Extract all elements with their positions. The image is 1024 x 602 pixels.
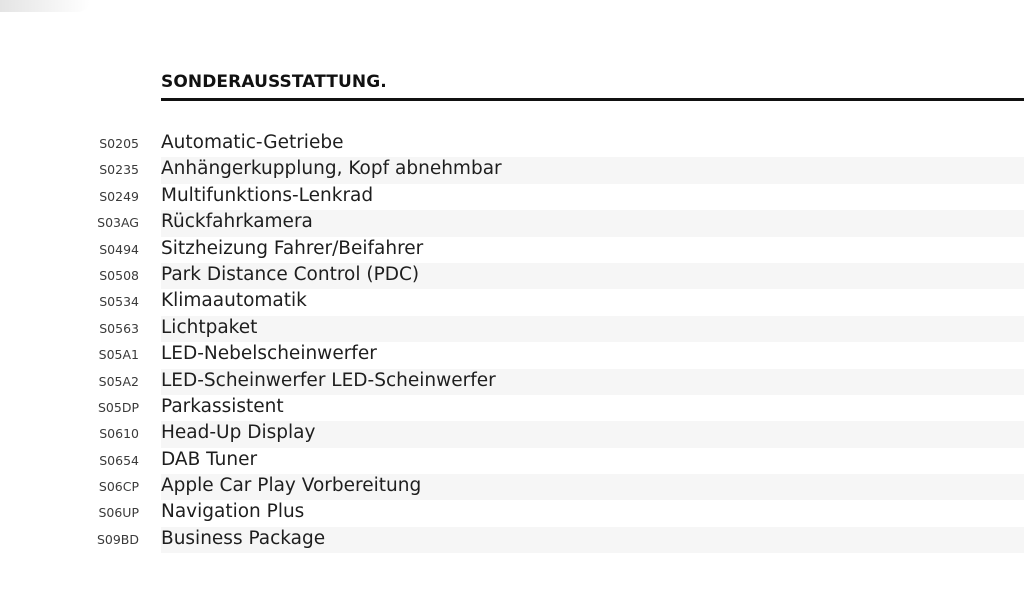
option-name: Navigation Plus [161, 501, 304, 522]
list-item: S09BD Business Package [0, 527, 1024, 553]
options-list: S0205 Automatic-Getriebe S0235 Anhängerk… [0, 131, 1024, 553]
option-code: S03AG [0, 215, 139, 230]
option-code: S0494 [0, 242, 139, 257]
option-name: DAB Tuner [161, 449, 257, 470]
list-item: S06UP Navigation Plus [0, 500, 1024, 526]
option-name: Automatic-Getriebe [161, 132, 343, 153]
option-name: Head-Up Display [161, 422, 315, 443]
option-code: S0205 [0, 136, 139, 151]
row-stripe [161, 448, 1024, 474]
option-name: Parkassistent [161, 396, 284, 417]
row-stripe [161, 395, 1024, 421]
list-item: S0508 Park Distance Control (PDC) [0, 263, 1024, 289]
option-name: LED-Scheinwerfer LED-Scheinwerfer [161, 370, 496, 391]
list-item: S05A2 LED-Scheinwerfer LED-Scheinwerfer [0, 369, 1024, 395]
option-name: Sitzheizung Fahrer/Beifahrer [161, 238, 423, 259]
option-code: S06CP [0, 479, 139, 494]
list-item: S0534 Klimaautomatik [0, 289, 1024, 315]
list-item: S0235 Anhängerkupplung, Kopf abnehmbar [0, 157, 1024, 183]
list-item: S0494 Sitzheizung Fahrer/Beifahrer [0, 237, 1024, 263]
option-name: Business Package [161, 528, 325, 549]
section-title: SONDERAUSSTATTUNG. [161, 72, 387, 92]
option-code: S0235 [0, 162, 139, 177]
list-item: S03AG Rückfahrkamera [0, 210, 1024, 236]
option-code: S0249 [0, 189, 139, 204]
list-item: S06CP Apple Car Play Vorbereitung [0, 474, 1024, 500]
list-item: S05DP Parkassistent [0, 395, 1024, 421]
option-code: S09BD [0, 532, 139, 547]
option-name: Klimaautomatik [161, 290, 307, 311]
title-underline [161, 98, 1024, 101]
option-name: LED-Nebelscheinwerfer [161, 343, 377, 364]
option-code: S0508 [0, 268, 139, 283]
page-corner-shadow [0, 0, 90, 12]
option-name: Park Distance Control (PDC) [161, 264, 419, 285]
option-code: S0563 [0, 321, 139, 336]
list-item: S05A1 LED-Nebelscheinwerfer [0, 342, 1024, 368]
list-item: S0205 Automatic-Getriebe [0, 131, 1024, 157]
option-code: S05A2 [0, 374, 139, 389]
option-name: Apple Car Play Vorbereitung [161, 475, 421, 496]
list-item: S0249 Multifunktions-Lenkrad [0, 184, 1024, 210]
list-item: S0654 DAB Tuner [0, 448, 1024, 474]
option-code: S0534 [0, 294, 139, 309]
option-code: S06UP [0, 505, 139, 520]
option-code: S0610 [0, 426, 139, 441]
option-code: S05DP [0, 400, 139, 415]
list-item: S0610 Head-Up Display [0, 421, 1024, 447]
row-stripe [161, 316, 1024, 342]
option-name: Rückfahrkamera [161, 211, 313, 232]
option-name: Anhängerkupplung, Kopf abnehmbar [161, 158, 502, 179]
option-code: S05A1 [0, 347, 139, 362]
list-item: S0563 Lichtpaket [0, 316, 1024, 342]
option-name: Multifunktions-Lenkrad [161, 185, 373, 206]
option-name: Lichtpaket [161, 317, 257, 338]
option-code: S0654 [0, 453, 139, 468]
